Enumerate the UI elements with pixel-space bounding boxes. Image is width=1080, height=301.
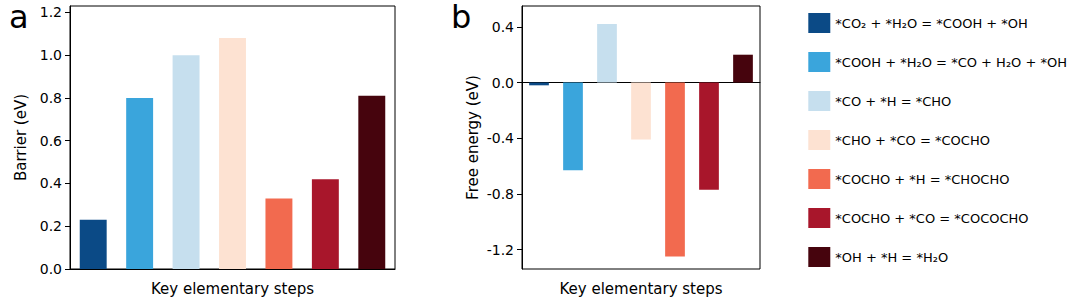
svg-text:*COCHO + *CO = *COCOCHO: *COCHO + *CO = *COCOCHO bbox=[835, 211, 1028, 226]
svg-text:-0.8: -0.8 bbox=[487, 186, 514, 202]
svg-text:1.0: 1.0 bbox=[40, 47, 62, 63]
svg-text:Key elementary steps: Key elementary steps bbox=[559, 280, 722, 298]
svg-text:*CHO + *CO = *COCHO: *CHO + *CO = *COCHO bbox=[835, 133, 990, 148]
svg-text:-1.2: -1.2 bbox=[487, 242, 514, 258]
svg-text:Barrier (eV): Barrier (eV) bbox=[12, 94, 30, 181]
svg-text:*OH + *H = *H₂O: *OH + *H = *H₂O bbox=[835, 250, 948, 265]
svg-text:*CO + *H = *CHO: *CO + *H = *CHO bbox=[835, 94, 951, 109]
svg-text:b: b bbox=[451, 0, 471, 36]
svg-text:0.6: 0.6 bbox=[40, 133, 62, 149]
svg-text:*COOH + *H₂O = *CO + H₂O + *OH: *COOH + *H₂O = *CO + H₂O + *OH bbox=[835, 55, 1067, 70]
svg-text:0.4: 0.4 bbox=[492, 19, 514, 35]
svg-text:1.2: 1.2 bbox=[40, 4, 62, 20]
svg-text:Key elementary steps: Key elementary steps bbox=[151, 280, 314, 298]
svg-text:0.0: 0.0 bbox=[492, 75, 514, 91]
svg-text:0.0: 0.0 bbox=[40, 261, 62, 277]
svg-text:*COCHO + *H = *CHOCHO: *COCHO + *H = *CHOCHO bbox=[835, 172, 1009, 187]
svg-text:0.2: 0.2 bbox=[40, 218, 62, 234]
svg-text:0.8: 0.8 bbox=[40, 90, 62, 106]
svg-text:*CO₂ + *H₂O = *COOH + *OH: *CO₂ + *H₂O = *COOH + *OH bbox=[835, 16, 1028, 31]
svg-text:0.4: 0.4 bbox=[40, 175, 62, 191]
svg-text:-0.4: -0.4 bbox=[487, 130, 514, 146]
svg-text:Free energy (eV): Free energy (eV) bbox=[464, 75, 482, 200]
svg-text:a: a bbox=[9, 0, 29, 36]
